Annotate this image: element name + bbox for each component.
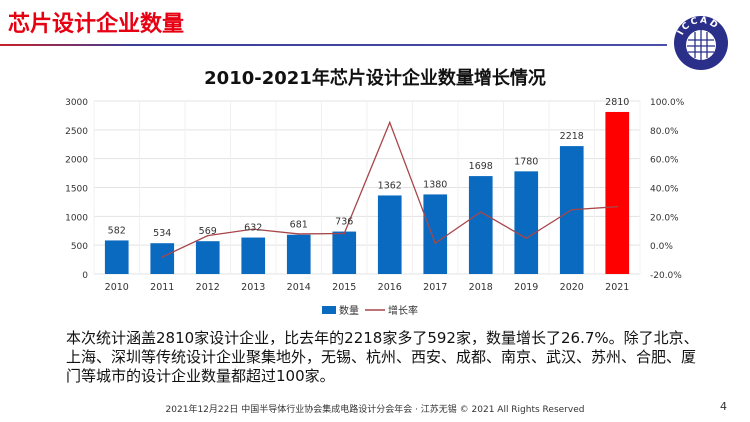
bar-2013 bbox=[241, 237, 266, 274]
left-axis-tick: 1000 bbox=[65, 213, 88, 223]
legend-growth-label: 增长率 bbox=[388, 304, 418, 317]
growth-point-2021 bbox=[616, 205, 619, 208]
bar-2015 bbox=[332, 231, 357, 274]
bar-value-label: 736 bbox=[335, 217, 353, 228]
left-axis-tick: 2000 bbox=[65, 156, 88, 166]
x-axis-tick: 2010 bbox=[105, 282, 129, 293]
legend: 数量 增长率 bbox=[322, 304, 418, 317]
bar-2021 bbox=[605, 111, 630, 274]
growth-point-2012 bbox=[206, 234, 209, 237]
bar-value-label: 2810 bbox=[605, 97, 629, 108]
x-axis-tick: 2017 bbox=[423, 282, 447, 293]
x-axis-tick: 2013 bbox=[241, 282, 265, 293]
x-axis-tick: 2015 bbox=[332, 282, 356, 293]
x-axis-tick: 2011 bbox=[150, 282, 174, 293]
growth-point-2016 bbox=[388, 121, 391, 124]
left-axis-tick: 1500 bbox=[65, 185, 88, 195]
x-axis-tick: 2018 bbox=[469, 282, 493, 293]
x-axis-tick: 2021 bbox=[605, 282, 629, 293]
bar-value-label: 534 bbox=[153, 228, 171, 239]
chart-title: 2010-2021年芯片设计企业数量增长情况 bbox=[204, 68, 546, 89]
x-axis-tick: 2014 bbox=[287, 282, 311, 293]
bar-2010 bbox=[104, 240, 129, 274]
bar-2017 bbox=[423, 194, 448, 274]
right-axis-tick: 0.0% bbox=[650, 242, 673, 252]
bar-value-label: 582 bbox=[108, 225, 126, 236]
growth-point-2011 bbox=[161, 256, 164, 258]
growth-point-2019 bbox=[525, 237, 528, 240]
legend-count-label: 数量 bbox=[339, 304, 359, 317]
bar-value-label: 1698 bbox=[469, 161, 493, 172]
bar-value-label: 1780 bbox=[514, 156, 538, 167]
right-axis-tick: 80.0% bbox=[650, 127, 679, 137]
x-axis-tick: 2020 bbox=[560, 282, 584, 293]
left-axis-tick: 500 bbox=[71, 242, 88, 252]
x-axis-tick: 2016 bbox=[378, 282, 402, 293]
bar-2019 bbox=[514, 171, 539, 274]
x-axis-tick: 2012 bbox=[196, 282, 220, 293]
bar-value-label: 681 bbox=[290, 220, 308, 231]
page-number: 4 bbox=[720, 400, 727, 413]
right-axis-tick: 60.0% bbox=[650, 156, 679, 166]
slide-title: 芯片设计企业数量 bbox=[8, 12, 185, 37]
bar-value-label: 569 bbox=[199, 226, 217, 237]
left-axis-tick: 2500 bbox=[65, 127, 88, 137]
left-axis-tick: 3000 bbox=[65, 98, 88, 108]
bar-value-label: 2218 bbox=[560, 131, 584, 142]
growth-point-2013 bbox=[252, 228, 255, 230]
bar-2012 bbox=[195, 241, 220, 274]
iccad-logo: ICCAD bbox=[674, 16, 728, 70]
bar-2011 bbox=[150, 243, 175, 274]
right-axis-tick: -20.0% bbox=[650, 271, 682, 281]
growth-point-2020 bbox=[570, 208, 573, 211]
bar-2016 bbox=[377, 195, 402, 274]
bar-value-label: 1380 bbox=[423, 179, 447, 190]
bar-2014 bbox=[286, 234, 311, 274]
growth-point-2014 bbox=[297, 233, 300, 235]
footer-text: 2021年12月22日 中国半导体行业协会集成电路设计分会年会 · 江苏无锡 ©… bbox=[165, 405, 585, 415]
growth-point-2015 bbox=[343, 232, 346, 235]
right-axis-tick: 100.0% bbox=[650, 98, 685, 108]
right-axis-tick: 20.0% bbox=[650, 213, 679, 223]
header-divider bbox=[0, 44, 667, 46]
bar-value-label: 632 bbox=[244, 223, 262, 234]
body-paragraph: 本次统计涵盖2810家设计企业，比去年的2218家多了592家，数量增长了26.… bbox=[66, 329, 699, 385]
legend-bar-swatch bbox=[322, 306, 336, 314]
right-axis-tick: 40.0% bbox=[650, 185, 679, 195]
bar-value-label: 1362 bbox=[378, 180, 402, 191]
bar-line-chart: 0 500 1000 1500 2000 2500 3000 -20.0% 0.0% 20.0% 4… bbox=[65, 97, 685, 317]
left-axis-tick: 0 bbox=[82, 271, 88, 281]
x-axis-tick: 2019 bbox=[514, 282, 538, 293]
growth-point-2018 bbox=[479, 211, 482, 213]
growth-point-2017 bbox=[434, 242, 437, 245]
bar-2018 bbox=[468, 176, 493, 274]
